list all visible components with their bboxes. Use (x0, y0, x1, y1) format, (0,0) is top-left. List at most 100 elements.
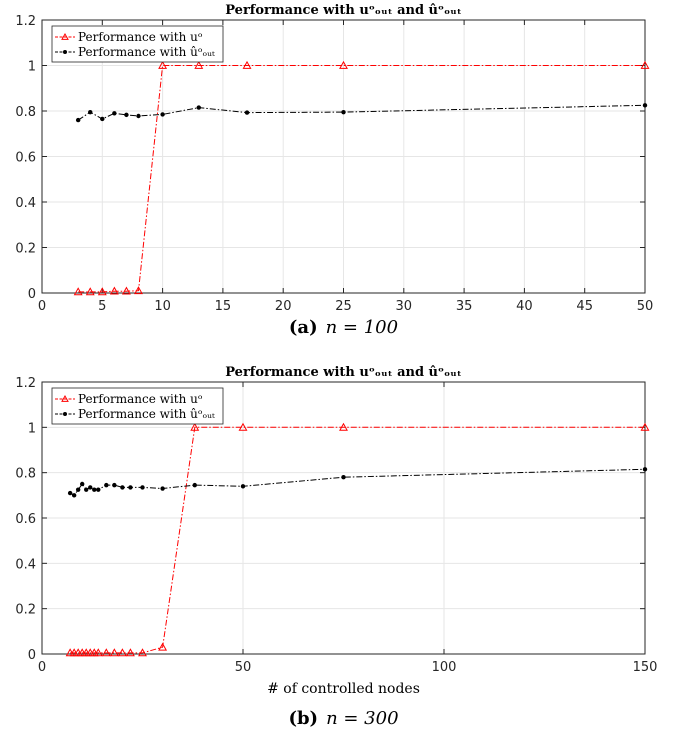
data-point-triangle (339, 422, 348, 431)
x-tick-label: 50 (235, 660, 252, 675)
data-point-triangle (134, 286, 143, 295)
data-point-dot (71, 493, 77, 498)
series-line-0 (70, 426, 645, 654)
x-axis-label: # of controlled nodes (267, 681, 420, 697)
legend-marker-dot (63, 50, 67, 54)
x-tick-label: 20 (275, 299, 292, 314)
y-tick-label: 0.6 (15, 512, 36, 527)
legend-box (51, 387, 224, 425)
data-point-dot (75, 487, 81, 492)
caption-text: n = 300 (326, 708, 398, 729)
figure-caption: (a) n = 100 (289, 317, 398, 338)
y-tick-label: 0.4 (15, 196, 36, 211)
chart-a: 0 5 10 15 20 25 30 35 40 45 50 0 0.2 0.4 0.6 0.8 1 1.2 Per… (15, 3, 653, 338)
figure-caption: (b) n = 300 (288, 708, 398, 729)
x-tick-label: 40 (516, 299, 533, 314)
data-point-triangle (138, 648, 147, 657)
data-point-triangle (73, 287, 83, 296)
legend-label-1: Performance with ûᵒₒᵤₜ (78, 407, 215, 421)
data-point-dot (92, 487, 97, 492)
data-point-triangle (158, 642, 168, 651)
data-point-dot (84, 487, 89, 492)
caption-text: n = 100 (326, 317, 398, 338)
data-point-triangle (640, 60, 650, 69)
data-point-triangle (85, 287, 95, 296)
x-tick-label: 5 (98, 299, 106, 314)
y-tick-label: 0.4 (15, 557, 36, 572)
data-point-dot (104, 482, 109, 488)
y-tick-label: 0.2 (15, 242, 36, 257)
axes-box (41, 19, 646, 294)
data-point-dot (160, 112, 165, 117)
data-point-dot (124, 112, 129, 118)
x-tick-label: 0 (38, 660, 46, 675)
chart-title: Performance with uᵒₒᵤₜ and ûᵒₒᵤₜ (225, 3, 462, 18)
data-point-dot (196, 105, 201, 110)
data-point-triangle (242, 60, 252, 69)
x-tick-label: 0 (38, 299, 46, 314)
y-tick-label: 0.8 (15, 105, 36, 120)
series-line-0 (78, 65, 645, 293)
data-point-dot (67, 490, 73, 496)
axes-box (41, 381, 646, 655)
x-tick-label: 45 (576, 299, 593, 314)
y-tick-label: 1.2 (15, 14, 36, 29)
data-point-dot (128, 485, 133, 490)
data-point-dot (88, 485, 93, 490)
data-point-triangle (125, 648, 135, 657)
data-point-dot (244, 110, 250, 115)
y-tick-label: 0.2 (15, 603, 36, 618)
x-tick-label: 100 (432, 660, 457, 675)
data-point-dot (136, 113, 141, 119)
legend-marker-triangle (61, 32, 69, 40)
chart-b: 0 50 100 150 0 0.2 0.4 0.6 0.8 1 1.2 Performance wi… (15, 365, 657, 729)
legend-marker-dot (63, 412, 67, 416)
data-point-triangle (640, 422, 650, 431)
y-tick-label: 0 (28, 287, 36, 302)
data-point-dot (80, 481, 85, 487)
caption-label: (b) (288, 708, 318, 729)
chart-title: Performance with uᵒₒᵤₜ and ûᵒₒᵤₜ (225, 365, 462, 380)
legend-label-0: Performance with uᵒ (78, 392, 203, 406)
data-point-triangle (194, 60, 204, 69)
y-tick-label: 0.8 (15, 467, 36, 482)
y-tick-label: 0.6 (15, 151, 36, 166)
legend-label-1: Performance with ûᵒₒᵤₜ (78, 45, 215, 59)
data-point-dot (88, 109, 93, 115)
data-point-dot (240, 484, 246, 489)
x-tick-label: 10 (154, 299, 171, 314)
data-point-dot (75, 117, 81, 123)
data-point-dot (112, 111, 117, 116)
y-tick-label: 1 (28, 60, 36, 75)
legend-box (51, 25, 224, 63)
data-point-dot (100, 116, 105, 122)
x-tick-label: 150 (633, 660, 658, 675)
data-point-triangle (97, 287, 107, 296)
data-point-dot (96, 487, 101, 492)
data-point-dot (160, 486, 165, 491)
legend-label-0: Performance with uᵒ (78, 30, 203, 44)
data-point-triangle (101, 648, 111, 657)
x-tick-label: 15 (215, 299, 232, 314)
data-point-dot (341, 475, 346, 480)
x-tick-label: 35 (456, 299, 473, 314)
data-point-triangle (158, 60, 168, 69)
x-tick-label: 30 (396, 299, 413, 314)
data-point-triangle (109, 286, 119, 295)
data-point-triangle (339, 60, 348, 69)
y-tick-label: 1 (28, 421, 36, 436)
x-tick-label: 25 (335, 299, 352, 314)
data-point-triangle (117, 648, 127, 657)
data-point-triangle (109, 648, 119, 657)
x-tick-label: 50 (637, 299, 654, 314)
data-point-dot (120, 485, 125, 490)
data-point-triangle (190, 422, 200, 431)
data-point-dot (642, 467, 648, 472)
caption-label: (a) (289, 317, 318, 338)
data-point-dot (140, 485, 145, 490)
data-point-dot (192, 482, 197, 488)
data-point-triangle (121, 286, 131, 295)
